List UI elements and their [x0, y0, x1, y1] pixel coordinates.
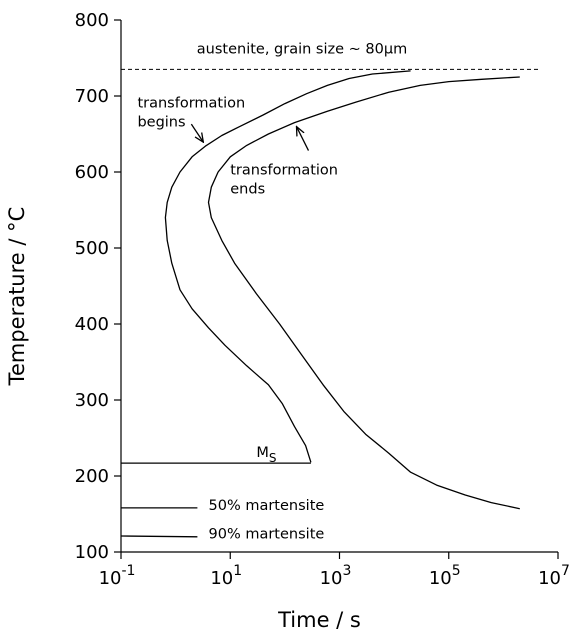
x-axis-title: Time / s: [277, 608, 361, 632]
y-axis-title: Temperature / °C: [5, 207, 29, 387]
x-tick-label: 103: [320, 563, 352, 589]
y-tick-label: 800: [75, 10, 109, 31]
x-tick-label: 10-1: [99, 563, 136, 589]
annotation-m50: 50% martensite: [209, 498, 325, 514]
series-90-martensite-line: [120, 535, 198, 538]
y-tick-label: 100: [75, 542, 109, 563]
x-tick-label: 107: [538, 563, 570, 589]
annotation-m90: 90% martensite: [209, 526, 325, 542]
annotations-group: transformation begins transformation ends MS…: [137, 95, 338, 542]
x-tick-label: 101: [210, 563, 242, 589]
y-tick-label: 300: [75, 390, 109, 411]
annotation-ms: MS: [256, 445, 276, 465]
x-tick-label: 105: [429, 563, 461, 589]
series-group: [120, 70, 520, 538]
y-ticks: 100 200 300 400 500 600 700 800: [75, 10, 121, 563]
y-tick-label: 600: [75, 162, 109, 183]
austenite-label: austenite, grain size ~ 80μm: [197, 41, 407, 57]
annotation-begins: transformation begins: [137, 95, 245, 130]
y-tick-label: 400: [75, 314, 109, 335]
series-transformation-ends-line: [207, 76, 520, 510]
series-transformation-begins-line: [164, 70, 411, 463]
x-ticks: 10-1 101 103 105 107: [99, 552, 570, 589]
ends-arrow: [296, 127, 310, 151]
y-tick-label: 500: [75, 238, 109, 259]
y-tick-label: 700: [75, 86, 109, 107]
begins-arrow: [190, 123, 203, 142]
annotation-ends: transformation ends: [230, 162, 338, 197]
y-tick-label: 200: [75, 466, 109, 487]
